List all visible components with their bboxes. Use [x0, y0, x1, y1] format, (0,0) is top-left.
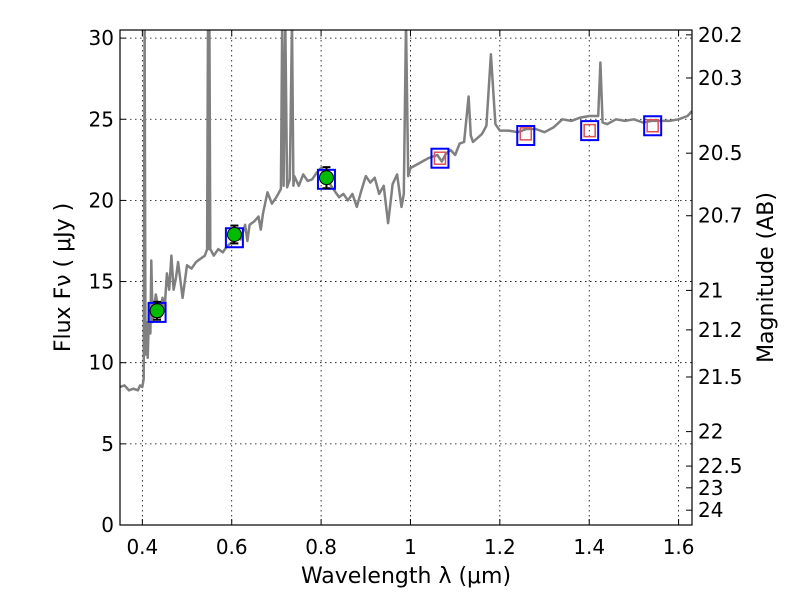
x-tick-label: 1.2 — [484, 535, 516, 559]
x-tick-label: 0.6 — [216, 535, 248, 559]
plot-area — [120, 30, 692, 392]
magnitude-tick-label: 24 — [698, 498, 723, 522]
x-tick-label: 1 — [404, 535, 417, 559]
y-tick-label: 10 — [89, 351, 114, 375]
spectrum-line — [120, 30, 692, 392]
y-tick-label: 15 — [89, 270, 114, 294]
magnitude-tick-label: 22 — [698, 420, 723, 444]
magnitude-tick-label: 21.2 — [698, 318, 743, 342]
x-tick-label: 1.4 — [573, 535, 605, 559]
y-tick-label: 30 — [89, 26, 114, 50]
y-tick-label: 20 — [89, 188, 114, 212]
axes-ticks: 0.4 0.6 0.8 1 1.2 1.4 1.6 0 5 10 15 20 25 30 20.2 20.3 2… — [89, 23, 743, 559]
observed-flux-point — [318, 170, 334, 186]
y-axis-title: Flux Fν ( μJy ) — [51, 203, 76, 352]
x-tick-label: 1.6 — [663, 535, 695, 559]
x-axis-title: Wavelength λ (μm) — [301, 564, 511, 589]
synthetic-photometry-square — [430, 147, 450, 169]
magnitude-tick-label: 20.5 — [698, 141, 743, 165]
magnitude-axis-title: Magnitude (AB) — [754, 192, 779, 363]
observed-flux-point — [226, 226, 242, 242]
upper-limit-square — [433, 151, 447, 165]
magnitude-tick-label: 21 — [698, 278, 723, 302]
observed-flux-point — [149, 303, 165, 319]
synthetic-photometry-square — [643, 115, 663, 137]
synthetic-photometry-square — [516, 124, 536, 146]
magnitude-tick-label: 23 — [698, 476, 723, 500]
y-tick-label: 0 — [101, 513, 114, 537]
synthetic-photometry-square — [580, 120, 600, 142]
magnitude-tick-label: 21.5 — [698, 365, 743, 389]
x-tick-label: 0.4 — [126, 535, 158, 559]
x-tick-label: 0.8 — [305, 535, 337, 559]
magnitude-tick-label: 22.5 — [698, 454, 743, 478]
upper-limit-square — [519, 127, 533, 141]
y-tick-label: 5 — [101, 432, 114, 456]
upper-limit-square — [583, 123, 596, 138]
magnitude-tick-label: 20.7 — [698, 204, 743, 228]
upper-limit-square — [646, 119, 659, 133]
magnitude-tick-label: 20.3 — [698, 66, 743, 90]
y-tick-label: 25 — [89, 107, 114, 131]
plot-frame — [119, 29, 693, 526]
magnitude-tick-label: 20.2 — [698, 23, 743, 47]
